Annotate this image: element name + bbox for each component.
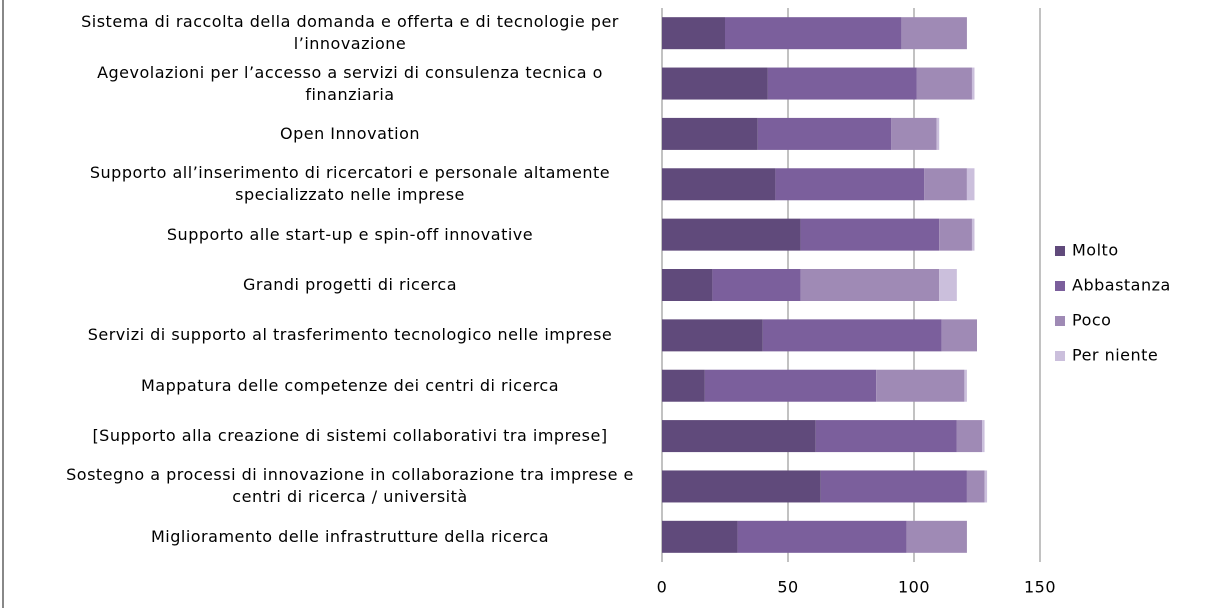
legend-swatch bbox=[1055, 316, 1065, 326]
bar-segment bbox=[966, 168, 975, 201]
bar-segment bbox=[662, 168, 776, 201]
x-tick-label: 0 bbox=[657, 578, 668, 597]
y-tick-label: Sostegno a processi di innovazione in co… bbox=[66, 465, 634, 507]
legend-swatch bbox=[1055, 351, 1065, 361]
bar-segment bbox=[662, 319, 763, 352]
bar-segment bbox=[924, 168, 967, 201]
bar-segment bbox=[757, 117, 892, 150]
bar-segment bbox=[662, 420, 816, 453]
y-tick-label: Agevolazioni per l’accesso a servizi di … bbox=[97, 62, 603, 104]
bar-segment bbox=[800, 218, 940, 251]
x-tick-label: 50 bbox=[777, 578, 798, 597]
bar-segment bbox=[662, 520, 738, 553]
y-tick-label: [Supporto alla creazione di sistemi coll… bbox=[92, 426, 608, 446]
y-tick-label: Open Innovation bbox=[279, 123, 421, 143]
bar-segment bbox=[906, 520, 967, 553]
bar-segment bbox=[815, 420, 957, 453]
bar-segment bbox=[939, 218, 972, 251]
legend-label: Poco bbox=[1072, 311, 1111, 330]
bar-segment bbox=[939, 269, 957, 301]
bar-segment bbox=[941, 319, 977, 352]
bar-segment bbox=[662, 218, 801, 251]
x-tick-label: 150 bbox=[1024, 578, 1056, 597]
y-tick-label: Supporto all’inserimento di ricercatori … bbox=[89, 163, 611, 205]
bar-segment bbox=[956, 420, 983, 453]
bar-segment bbox=[725, 17, 902, 50]
bar-segment bbox=[820, 470, 967, 503]
y-tick-label: Sistema di raccolta della domanda e offe… bbox=[81, 12, 619, 54]
bar-segment bbox=[964, 369, 967, 402]
bar-segment bbox=[775, 168, 925, 201]
bar-segment bbox=[767, 67, 917, 100]
bar-segment bbox=[876, 369, 965, 402]
bar-segment bbox=[901, 17, 967, 50]
bar-segment bbox=[984, 470, 988, 503]
bar-segment bbox=[662, 369, 705, 402]
bar-segment bbox=[662, 117, 758, 150]
bar-segment bbox=[982, 420, 985, 453]
y-tick-label: Miglioramento delle infrastrutture della… bbox=[150, 526, 550, 546]
bar-segment bbox=[966, 470, 985, 503]
bar-segment bbox=[762, 319, 942, 352]
y-tick-label: Servizi di supporto al trasferimento tec… bbox=[87, 325, 613, 345]
bar-segment bbox=[704, 369, 877, 402]
bar-segment bbox=[971, 218, 975, 251]
x-tick-label: 100 bbox=[898, 578, 930, 597]
bar-segment bbox=[971, 67, 975, 100]
bar-segment bbox=[662, 17, 725, 50]
y-tick-label: Mappatura delle competenze dei centri di… bbox=[140, 375, 560, 395]
bar-segment bbox=[891, 117, 937, 150]
legend-swatch bbox=[1055, 246, 1065, 256]
bar-segment bbox=[916, 67, 972, 100]
legend-label: Molto bbox=[1072, 241, 1119, 260]
legend-label: Abbastanza bbox=[1072, 276, 1171, 295]
legend-swatch bbox=[1055, 281, 1065, 291]
bar-segment bbox=[737, 520, 907, 553]
bar-segment bbox=[662, 67, 768, 100]
y-tick-label: Supporto alle start-up e spin-off innova… bbox=[166, 224, 534, 244]
y-tick-label: Grandi progetti di ricerca bbox=[242, 275, 458, 294]
bar-segment bbox=[800, 269, 940, 301]
bar-segment bbox=[712, 269, 801, 301]
bar-segment bbox=[662, 269, 713, 301]
bar-segment bbox=[936, 117, 940, 150]
bar-segment bbox=[662, 470, 821, 503]
legend-label: Per niente bbox=[1072, 346, 1158, 365]
